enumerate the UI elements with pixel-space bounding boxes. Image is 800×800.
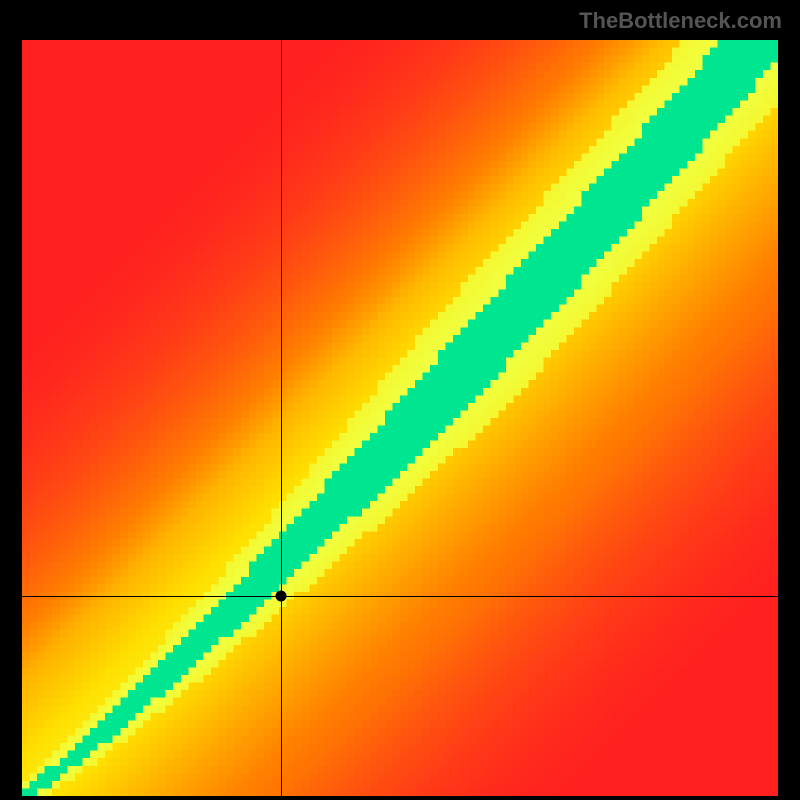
crosshair-vertical	[281, 40, 282, 796]
plot-area	[22, 40, 778, 796]
chart-container: { "chart": { "type": "heatmap", "canvas_…	[0, 0, 800, 800]
crosshair-marker	[275, 590, 286, 601]
crosshair-horizontal	[22, 596, 778, 597]
watermark-text: TheBottleneck.com	[579, 8, 782, 34]
heatmap-canvas	[22, 40, 778, 796]
